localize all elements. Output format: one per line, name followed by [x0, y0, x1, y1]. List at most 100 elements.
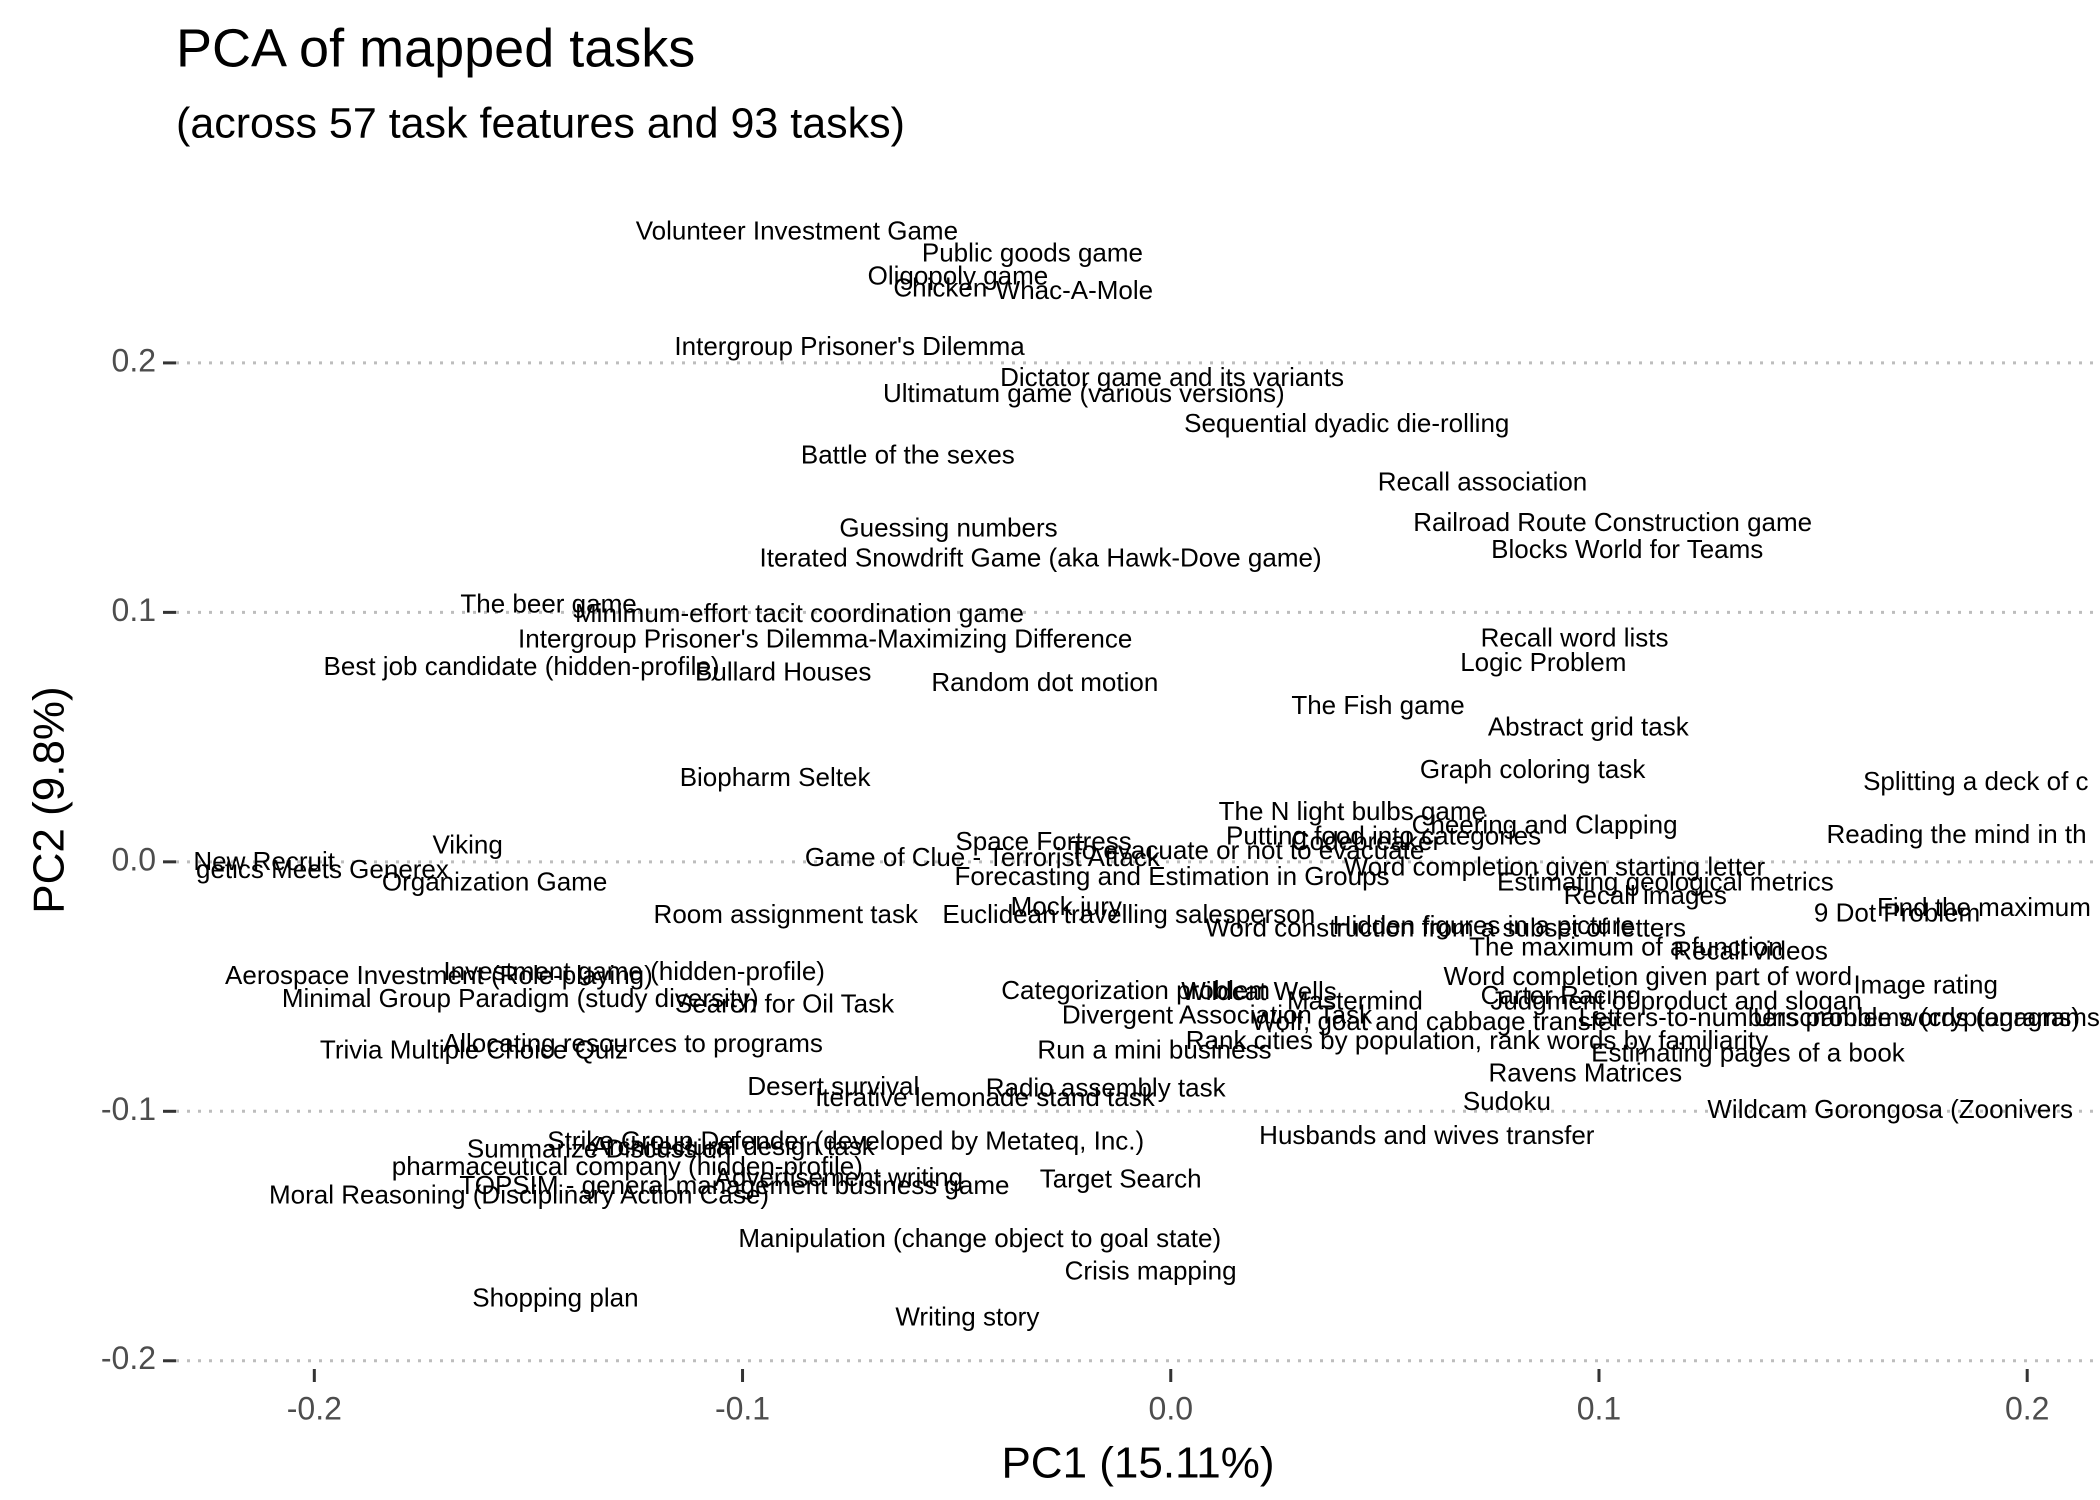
point-label: Blocks World for Teams — [1491, 534, 1763, 564]
point-label: Allocating resources to programs — [443, 1028, 823, 1058]
point-label: Forecasting and Estimation in Groups — [955, 861, 1390, 891]
y-axis-title: PC2 (9.8%) — [25, 686, 74, 913]
point-label: Bullard Houses — [695, 656, 871, 686]
point-label: Best job candidate (hidden-profile) — [324, 651, 720, 681]
y-tick-label: 0.1 — [112, 592, 156, 628]
point-label: Desert survival — [747, 1071, 919, 1101]
point-label: Iterative lemonade stand task — [815, 1082, 1156, 1112]
point-label: Divergent Association Task — [1062, 999, 1373, 1029]
point-label: Categorization problem — [1001, 975, 1270, 1005]
point-label: Ultimatum game (various versions) — [883, 378, 1285, 408]
point-label: Carter Racing — [1481, 980, 1641, 1010]
point-label: Image rating — [1853, 969, 1998, 999]
y-tick-label: -0.2 — [101, 1340, 156, 1376]
point-label: Manipulation (change object to goal stat… — [738, 1223, 1221, 1253]
point-label: The maximum of a function — [1469, 932, 1783, 962]
point-label: Crisis mapping — [1065, 1256, 1237, 1286]
point-label: The Fish game — [1291, 690, 1464, 720]
point-label: Judgment of product and slogan — [1490, 986, 1861, 1016]
point-label: Estimating pages of a book — [1591, 1037, 1906, 1067]
point-label: Chicken — [893, 273, 987, 303]
point-label: Guessing numbers — [839, 512, 1057, 542]
point-label: Shopping plan — [472, 1283, 638, 1313]
point-label: Oligopoly game — [868, 260, 1049, 290]
point-label: Putting food into categories — [1226, 820, 1541, 850]
point-label: Rank cities by population, rank words by… — [1186, 1025, 1768, 1055]
point-label: Iterated Snowdrift Game (aka Hawk-Dove g… — [760, 542, 1322, 572]
point-label: TOPSIM - general management business gam… — [459, 1170, 1009, 1200]
point-label: Cheering and Clapping — [1412, 810, 1678, 840]
point-label: Dictator game and its variants — [1000, 362, 1344, 392]
chart-subtitle: (across 57 task features and 93 tasks) — [176, 99, 905, 147]
point-label: Reading the mind in th — [1826, 819, 2086, 849]
chart-title: PCA of mapped tasks — [176, 18, 695, 78]
point-label: Recall videos — [1673, 936, 1828, 966]
point-label: Battle of the sexes — [801, 439, 1015, 469]
point-label: Organization Game — [382, 866, 607, 896]
point-label: Estimating geological metrics — [1497, 866, 1834, 896]
point-label: To evacuate or not to evacuate — [1069, 835, 1425, 865]
point-label: Game of Clue - Terrorist Attack — [805, 842, 1161, 872]
x-tick-label: 0.2 — [2005, 1390, 2049, 1426]
point-label: Intergroup Prisoner's Dilemma-Maximizing… — [518, 624, 1132, 654]
point-label: Intergroup Prisoner's Dilemma — [674, 331, 1025, 361]
point-label: Random dot motion — [931, 667, 1158, 697]
point-label: Aerospace Investment (Role-playing) — [225, 960, 653, 990]
y-tick-label: 0.0 — [112, 841, 156, 877]
point-label: Husbands and wives transfer — [1259, 1120, 1595, 1150]
point-label: Room assignment task — [654, 899, 919, 929]
point-label: Moral Reasoning (Disciplinary Action Cas… — [269, 1179, 769, 1209]
point-label: Sudoku — [1463, 1086, 1551, 1116]
point-label: Biopharm Seltek — [680, 762, 872, 792]
point-label: Mock jury — [1011, 891, 1122, 921]
grid-layer: -0.2 -0.1 0.0 0.1 0.2 -0.2 -0.1 0.0 0.1 0.2 — [101, 342, 2100, 1426]
y-tick-label: 0.2 — [112, 342, 156, 378]
point-label: Architectural design task — [591, 1131, 875, 1161]
point-label: Viking — [432, 830, 502, 860]
point-label: Wolf, goat and cabbage transfer — [1251, 1006, 1621, 1036]
point-label: Target Search — [1040, 1163, 1202, 1193]
point-label: Wildcat Wells — [1181, 976, 1337, 1006]
point-label: Logic Problem — [1460, 647, 1626, 677]
point-label: Railroad Route Construction game — [1413, 507, 1812, 537]
point-label: Graph coloring task — [1420, 754, 1646, 784]
y-tick-label: -0.1 — [101, 1091, 156, 1127]
point-label: Euclidean travelling salesperson — [942, 899, 1315, 929]
x-tick-label: 0.0 — [1149, 1390, 1193, 1426]
point-label: Word completion given part of word — [1444, 961, 1853, 991]
x-tick-label: 0.1 — [1577, 1390, 1621, 1426]
point-label: Wildcam Gorongosa (Zoonivers — [1707, 1094, 2073, 1124]
point-label: Summarize Discussion — [467, 1134, 731, 1164]
point-label: Mastermind — [1287, 986, 1423, 1016]
point-label: Codebreaker — [1291, 826, 1442, 856]
point-label: Minimum-effort tacit coordination game — [575, 598, 1024, 628]
point-label: Recall association — [1378, 467, 1588, 497]
point-label: Sequential dyadic die-rolling — [1184, 408, 1509, 438]
point-label: Hidden figures in a picture — [1333, 910, 1635, 940]
point-label: Word completion given starting letter — [1344, 851, 1766, 881]
point-label: 9 Dot Problem — [1814, 898, 1980, 928]
x-tick-label: -0.1 — [715, 1390, 770, 1426]
point-label: Search for Oil Task — [675, 988, 895, 1018]
point-label: Word construction from a subset of lette… — [1205, 913, 1686, 943]
point-label: Whac-A-Mole — [996, 275, 1153, 305]
point-label: Recall word lists — [1481, 622, 1669, 652]
point-label: Trivia Multiple Choice Quiz — [320, 1035, 628, 1065]
point-label: Public goods game — [922, 237, 1143, 267]
point-label: New Recruit — [193, 846, 335, 876]
x-tick-label: -0.2 — [287, 1390, 342, 1426]
point-label: getics Meets Generex — [196, 854, 449, 884]
point-label: Strike Group Defender (developed by Meta… — [547, 1125, 1144, 1155]
point-label: Recall images — [1564, 880, 1727, 910]
point-label: Radio assembly task — [986, 1072, 1227, 1102]
point-label: Investment game (hidden-profile) — [443, 956, 825, 986]
point-label: Letters-to-numbers problems (cryptograms… — [1579, 1002, 2080, 1032]
point-label: Writing story — [895, 1302, 1039, 1332]
point-label: Find the maximum — [1877, 892, 2091, 922]
point-label: Volunteer Investment Game — [636, 216, 958, 246]
point-label: Minimal Group Paradigm (study diversity) — [282, 983, 759, 1013]
point-label: Unscramble words (anagrams) — [1753, 1002, 2100, 1032]
